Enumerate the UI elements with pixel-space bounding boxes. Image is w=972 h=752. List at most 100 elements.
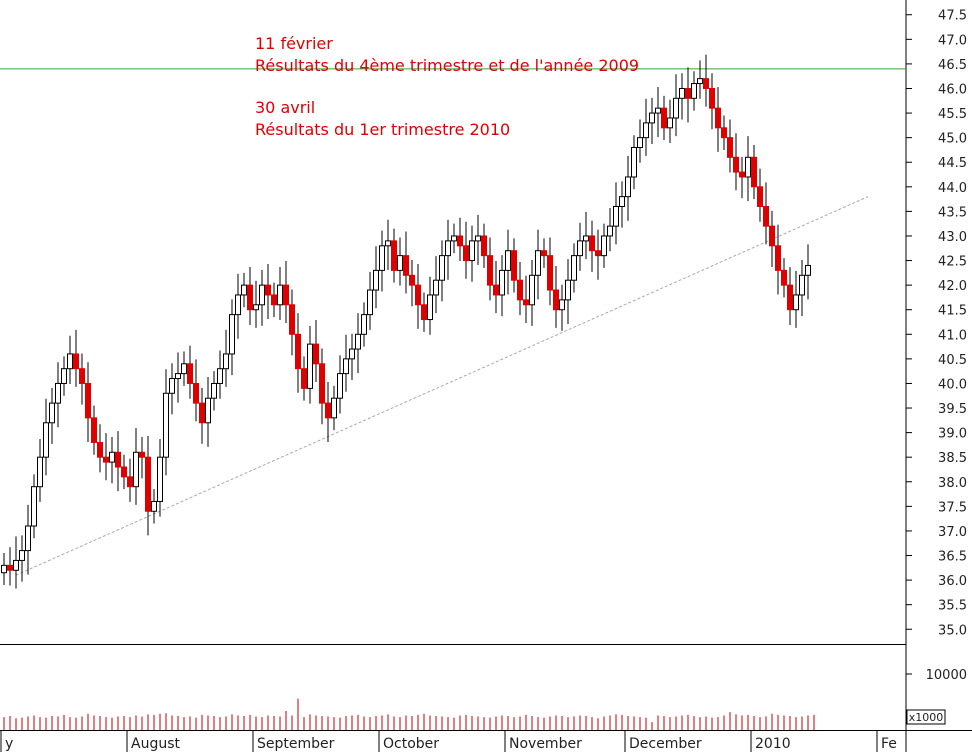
candle-body (223, 353, 229, 370)
candle-body (547, 255, 553, 291)
candle-body (613, 205, 619, 227)
candle (715, 87, 721, 152)
candle-body (781, 269, 787, 286)
candle-body (763, 205, 769, 227)
candle (373, 246, 379, 309)
candle (265, 263, 271, 320)
candle (469, 225, 475, 282)
candle-body (775, 245, 781, 271)
candle (397, 237, 403, 286)
candle (115, 431, 121, 492)
candle (415, 263, 421, 329)
candle-body (805, 264, 811, 276)
candle (301, 356, 307, 401)
candle-body (253, 304, 259, 311)
candle (439, 240, 445, 302)
candle (601, 223, 607, 268)
annotation-2-text: Résultats du 1er trimestre 2010 (255, 120, 511, 139)
candle-body (349, 348, 355, 360)
candle (283, 261, 289, 323)
candle (49, 387, 55, 444)
candle (505, 229, 511, 295)
candle-body (391, 240, 397, 271)
candle-body (769, 225, 775, 247)
candle (409, 260, 415, 307)
price-tick-label: 35.0 (938, 623, 967, 638)
candle (193, 359, 199, 422)
candle-body (307, 343, 313, 389)
candle (721, 115, 727, 150)
candle-body (607, 225, 613, 237)
price-tick-label: 42.0 (938, 279, 967, 294)
candle (139, 437, 145, 479)
candle-body (343, 358, 349, 375)
candle-body (523, 299, 529, 306)
price-tick-label: 36.5 (938, 550, 967, 565)
price-tick-label: 42.5 (938, 255, 967, 270)
annotation-1-date: 11 février (255, 34, 333, 53)
candle-body (589, 235, 595, 252)
candle-body (49, 402, 55, 424)
candle (685, 67, 691, 123)
candle (121, 454, 127, 490)
candle (793, 270, 799, 328)
candle (805, 244, 811, 300)
candle (613, 182, 619, 245)
candle-body (415, 284, 421, 306)
candle (745, 136, 751, 202)
candle-body (301, 368, 307, 389)
candle (691, 71, 697, 111)
candle (145, 436, 151, 536)
volume-axis: 10000 x1000 (906, 668, 967, 725)
candle-body (493, 284, 499, 296)
candle-body (247, 284, 253, 311)
candle (589, 220, 595, 272)
candle (91, 405, 97, 455)
month-label: October (383, 736, 439, 752)
candle (799, 260, 805, 317)
candle (289, 289, 295, 356)
candle-body (481, 235, 487, 257)
candle (787, 266, 793, 325)
month-label: Fe (881, 736, 897, 752)
candle-body (571, 255, 577, 281)
price-tick-label: 39.0 (938, 427, 967, 442)
price-tick-label: 47.0 (938, 33, 967, 48)
month-label: December (629, 736, 702, 752)
candle (763, 182, 769, 245)
candle-body (709, 87, 715, 109)
candle (73, 329, 79, 387)
candle (133, 428, 139, 505)
price-tick-label: 41.0 (938, 328, 967, 343)
candle (655, 87, 661, 138)
candle-body (559, 299, 565, 311)
candle-body (577, 240, 583, 257)
candle-body (325, 402, 331, 419)
month-label: November (509, 736, 582, 752)
candle (211, 371, 217, 411)
price-tick-label: 40.5 (938, 353, 967, 368)
candle (781, 258, 787, 298)
candle (97, 424, 103, 473)
candle-body (319, 363, 325, 404)
candle (253, 280, 259, 328)
candle-body (667, 117, 673, 129)
candle (571, 243, 577, 293)
candle-body (43, 422, 49, 458)
candle (457, 217, 463, 262)
candle (595, 229, 601, 280)
candle (379, 230, 385, 292)
candle-body (625, 176, 631, 198)
candle-body (91, 417, 97, 443)
candle-body (61, 368, 67, 384)
candle-body (85, 382, 91, 419)
candle-body (541, 250, 547, 257)
candle (757, 168, 763, 222)
candle-body (361, 314, 367, 335)
candle-body (205, 397, 211, 424)
candle-body (475, 235, 481, 242)
candle-body (715, 107, 721, 129)
candle (13, 536, 19, 589)
candle-body (385, 240, 391, 247)
candle (637, 119, 643, 163)
